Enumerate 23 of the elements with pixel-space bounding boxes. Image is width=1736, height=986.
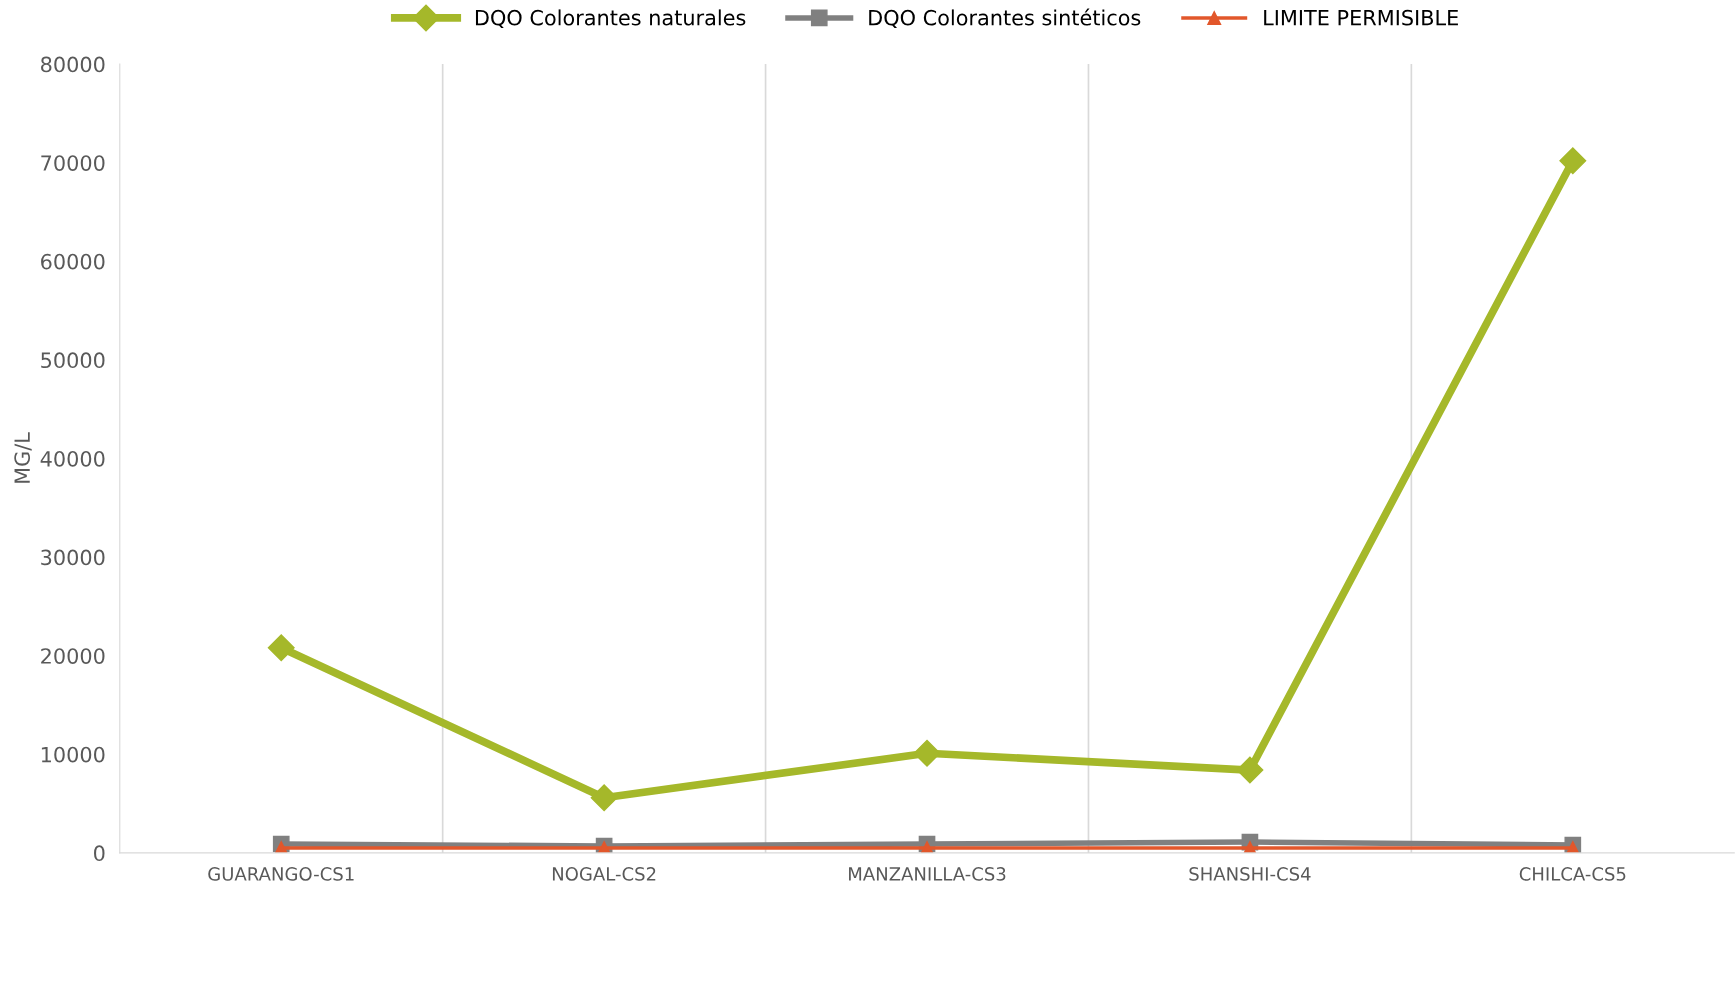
y-tick-label: 10000 (41, 746, 105, 763)
legend-label: DQO Colorantes naturales (475, 9, 746, 28)
y-axis-title: MG/L (14, 432, 32, 483)
y-tick-label: 60000 (41, 253, 105, 270)
y-tick-label: 40000 (40, 450, 105, 467)
x-tick-label: CHILCA-CS5 (1519, 867, 1626, 881)
y-tick-label: 50000 (41, 352, 105, 369)
legend-label: DQO Colorantes sintéticos (869, 8, 1141, 28)
y-tick-label: 30000 (41, 549, 105, 566)
x-tick-label: GUARANGO-CS1 (208, 867, 354, 881)
point (267, 634, 295, 662)
y-tick-label: 0 (94, 845, 105, 862)
y-tick-label: 20000 (41, 648, 105, 664)
point (590, 784, 618, 812)
y-tick-label: 70000 (41, 155, 105, 171)
point (1236, 756, 1264, 784)
legend-label: LIMITE PERMISIBLE (1264, 9, 1458, 26)
point (1559, 147, 1587, 175)
point (913, 739, 941, 767)
x-tick-label: SHANSHI-CS4 (1189, 867, 1311, 881)
x-tick-label: NOGAL-CS2 (552, 867, 656, 881)
x-tick-label: MANZANILLA-CS3 (849, 867, 1006, 881)
y-tick-label: 80000 (41, 56, 105, 73)
